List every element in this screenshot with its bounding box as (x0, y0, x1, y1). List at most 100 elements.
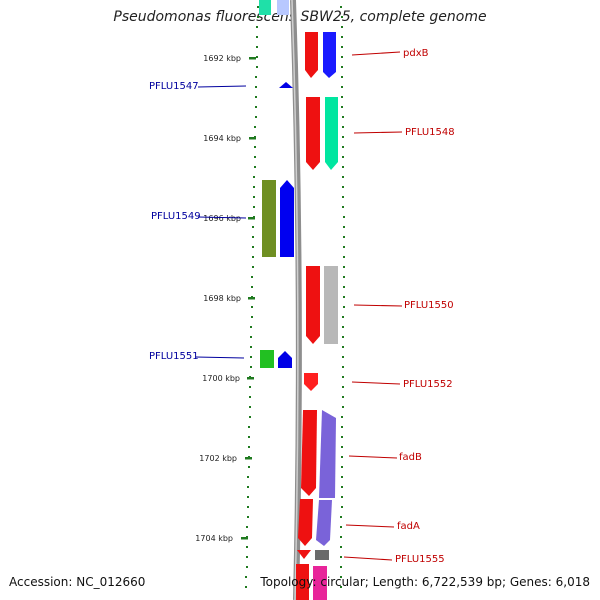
dot-tick (255, 76, 257, 78)
gene-pdxB[interactable]: pdxB (305, 32, 429, 78)
dot-tick (342, 126, 344, 128)
dot-tick (341, 46, 343, 48)
gene-block (260, 350, 274, 368)
gene-arrow (319, 410, 336, 498)
gene-PFLU1548[interactable]: PFLU1548 (306, 97, 455, 170)
dot-tick (342, 196, 344, 198)
dot-tick (340, 576, 342, 578)
dot-tick (249, 406, 251, 408)
dot-tick (252, 266, 254, 268)
gene-PFLU1551[interactable]: PFLU1551 (149, 350, 292, 368)
dot-tick (342, 366, 344, 368)
dot-tick (247, 496, 249, 498)
dot-tick (341, 66, 343, 68)
dot-tick (343, 256, 345, 258)
dot-tick (249, 386, 251, 388)
map-title: Pseudomonas fluorescens SBW25, complete … (113, 9, 487, 25)
gene-arrow (298, 499, 313, 546)
gene-arrow (304, 373, 318, 391)
tick-column-right (340, 6, 345, 588)
dot-tick (342, 146, 344, 148)
dot-tick (246, 556, 248, 558)
dot-tick (252, 246, 254, 248)
dot-tick (342, 316, 344, 318)
dot-tick (254, 126, 256, 128)
dot-tick (245, 586, 247, 588)
dot-tick (342, 356, 344, 358)
dot-tick (341, 16, 343, 18)
gene-label: PFLU1550 (404, 300, 454, 311)
dot-tick (341, 436, 343, 438)
dot-tick (341, 106, 343, 108)
dot-tick (343, 216, 345, 218)
dot-tick (342, 176, 344, 178)
gene-label: PFLU1551 (149, 351, 199, 362)
gene-arrow (306, 97, 320, 170)
gene-arrow (306, 266, 320, 344)
dot-tick (342, 186, 344, 188)
scale-label: 1696 kbp (203, 214, 241, 223)
dot-tick (249, 396, 251, 398)
scale-label: 1704 kbp (195, 534, 233, 543)
gene-PFLU1552[interactable]: PFLU1552 (304, 373, 453, 391)
dot-tick (343, 236, 345, 238)
dot-tick (254, 146, 256, 148)
gene-label: fadA (397, 521, 420, 532)
dot-tick (341, 446, 343, 448)
gene-arrow (280, 180, 294, 257)
gene-label: PFLU1547 (149, 81, 199, 92)
gene-arrow (301, 410, 317, 496)
dot-tick (257, 16, 259, 18)
dot-tick (340, 556, 342, 558)
dot-tick (342, 406, 344, 408)
gene-arrow (278, 351, 292, 368)
scale-label: 1700 kbp (202, 374, 240, 383)
dot-tick (250, 326, 252, 328)
dot-tick (245, 576, 247, 578)
dot-tick (340, 546, 342, 548)
gene-PFLU1555[interactable]: PFLU1555 (297, 550, 445, 565)
gene-feature-partial (259, 0, 289, 15)
dot-tick (342, 206, 344, 208)
gene-PFLU1547[interactable]: PFLU1547 (149, 81, 293, 92)
gene-label: PFLU1555 (395, 554, 445, 565)
topology-text: Topology: circular; Length: 6,722,539 bp… (260, 575, 590, 589)
gene-arrow (305, 32, 318, 78)
dot-tick (341, 26, 343, 28)
gene-PFLU1549[interactable]: PFLU1549 (151, 180, 294, 257)
dot-tick (248, 436, 250, 438)
scale-label: 1694 kbp (203, 134, 241, 143)
dot-tick (253, 186, 255, 188)
gene-fadB[interactable]: fadB (301, 410, 422, 498)
dot-tick (256, 36, 258, 38)
gene-arrow (325, 97, 338, 170)
scale-label: 1702 kbp (199, 454, 237, 463)
gene-PFLU1550[interactable]: PFLU1550 (306, 266, 454, 344)
dot-tick (251, 276, 253, 278)
dot-tick (250, 346, 252, 348)
accession-text: Accession: NC_012660 (9, 575, 146, 589)
scale-label: 1698 kbp (203, 294, 241, 303)
dot-tick (341, 96, 343, 98)
dot-tick (341, 486, 343, 488)
gene-fadA[interactable]: fadA (298, 499, 420, 546)
gene-label: PFLU1548 (405, 127, 455, 138)
dot-tick (252, 236, 254, 238)
dot-tick (342, 346, 344, 348)
dot-tick (253, 206, 255, 208)
dot-tick (248, 466, 250, 468)
gene-arrow (323, 32, 336, 78)
dot-tick (248, 446, 250, 448)
dot-tick (342, 116, 344, 118)
dot-tick (250, 336, 252, 338)
gene-block (324, 266, 338, 344)
dot-tick (248, 426, 250, 428)
dot-tick (342, 136, 344, 138)
dot-tick (246, 566, 248, 568)
genome-backbone-highlight (291, 0, 299, 600)
gene-label: PFLU1552 (403, 379, 453, 390)
dot-tick (251, 316, 253, 318)
dot-tick (246, 546, 248, 548)
gene-block (315, 550, 329, 560)
